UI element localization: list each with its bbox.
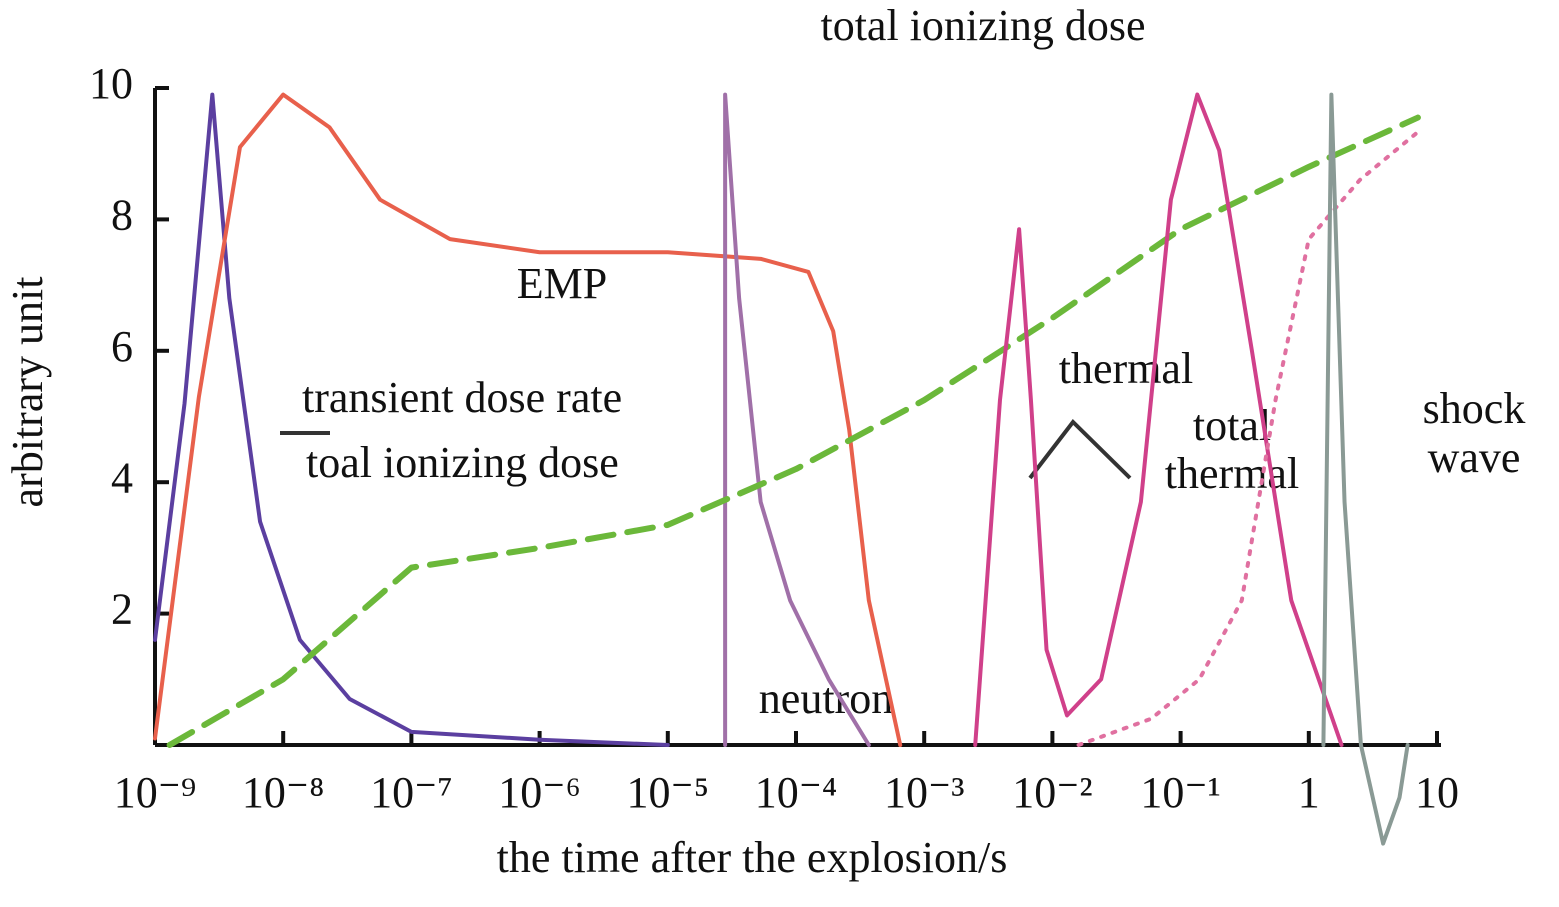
annotation: thermal	[1059, 344, 1193, 393]
y-axis-label: arbitrary unit	[3, 277, 52, 508]
x-axis-label: the time after the explosion/s	[497, 833, 1008, 882]
annotation: wave	[1428, 433, 1521, 482]
x-tick-label: 1	[1298, 768, 1320, 817]
series-line	[1321, 92, 1410, 846]
arrows	[280, 418, 1132, 480]
series-line	[153, 92, 903, 747]
arrow	[1028, 418, 1132, 480]
x-tick-label: 10⁻⁶	[498, 768, 581, 817]
annotation: toal ionizing dose	[306, 438, 619, 487]
y-tick-label: 6	[111, 322, 133, 371]
annotation: transient dose rate	[302, 373, 622, 422]
y-tick-label: 10	[89, 59, 133, 108]
x-tick-label: 10⁻⁷	[370, 768, 453, 817]
y-tick-label: 4	[111, 453, 133, 502]
y-tick-label: 8	[111, 190, 133, 239]
annotation: EMP	[517, 259, 607, 308]
x-tick-label: 10⁻³	[884, 768, 964, 817]
x-tick-label: 10⁻²	[1012, 768, 1092, 817]
x-tick-label: 10⁻¹	[1140, 768, 1220, 817]
x-tick-label: 10	[1415, 768, 1459, 817]
annotation: total	[1193, 401, 1271, 450]
annotation: thermal	[1165, 449, 1299, 498]
series-line	[723, 92, 871, 747]
annotation: neutron	[759, 674, 893, 723]
series-line	[1076, 128, 1423, 747]
series-line	[166, 114, 1421, 748]
x-tick-label: 10⁻⁵	[627, 768, 710, 817]
x-tick-label: 10⁻⁴	[755, 768, 838, 817]
annotation: total ionizing dose	[820, 1, 1145, 50]
x-tick-label: 10⁻⁸	[242, 768, 325, 817]
series-line	[153, 92, 670, 747]
y-tick-label: 2	[111, 585, 133, 634]
x-tick-label: 10⁻⁹	[114, 768, 197, 817]
annotation: shock	[1423, 384, 1526, 433]
series-line	[973, 92, 1344, 747]
